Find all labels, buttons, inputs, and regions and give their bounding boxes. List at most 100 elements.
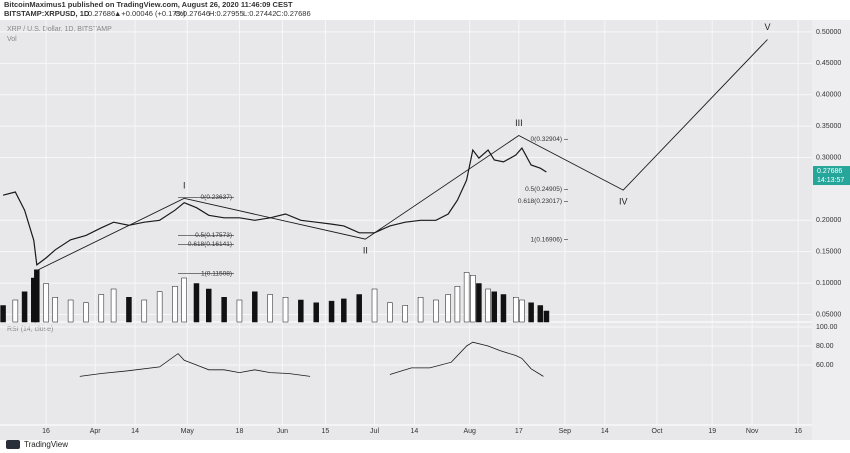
x-tick-label: Sep — [559, 428, 572, 435]
fib-label: 0.5(0.24905) — [525, 186, 562, 193]
fib-label: 1(0.16906) — [531, 236, 562, 243]
price-tag-countdown: 14:13:57 — [817, 177, 844, 184]
wave-label: III — [515, 118, 523, 128]
volume-bar — [491, 291, 498, 323]
fib-label: 0(0.32904) — [531, 136, 562, 143]
ohlc: C:0.27686 — [276, 9, 311, 18]
y-tick-label: 0.15000 — [816, 249, 841, 256]
x-tick-label: 16 — [42, 428, 50, 435]
rsi-line — [79, 341, 544, 377]
x-tick-label: 14 — [601, 428, 609, 435]
volume-bar — [463, 272, 470, 323]
volume-bar — [313, 302, 319, 323]
volume-bar — [282, 297, 289, 323]
wave-label: IV — [619, 197, 628, 207]
fib-label: 0.618(0.23017) — [518, 198, 562, 205]
x-tick-label: Jul — [370, 428, 379, 435]
x-tick-label: Jun — [277, 428, 288, 435]
volume-bar — [34, 269, 40, 323]
wave-label: I — [183, 181, 186, 191]
volume-bar — [519, 299, 525, 323]
volume-bar — [221, 297, 227, 323]
y-tick-label: 0.35000 — [816, 123, 841, 130]
fib-label: 1(0.11508) — [201, 270, 232, 277]
wave-label: V — [764, 22, 770, 32]
volume-bar — [298, 299, 304, 323]
volume-bar — [402, 305, 408, 323]
y-tick-label: 0.10000 — [816, 280, 841, 287]
ohlc: L:0.27442 — [243, 9, 276, 18]
y-tick-label: 0.40000 — [816, 92, 841, 99]
volume-bar — [172, 286, 178, 323]
rsi-tick-label: 60.00 — [816, 362, 834, 369]
wave-label: II — [363, 245, 368, 255]
volume-bar — [267, 294, 273, 323]
volume-bar — [67, 299, 74, 323]
volume-bar — [543, 310, 550, 323]
logo — [6, 440, 20, 449]
change: ▲+0.00046 (+0.17%) — [114, 9, 186, 18]
x-tick-label: Apr — [90, 428, 102, 435]
fib-label: 0(0.23637) — [201, 194, 232, 201]
volume-bar — [206, 288, 212, 323]
x-tick-label: 17 — [515, 428, 523, 435]
rsi-tick-label: 100.00 — [816, 324, 838, 331]
x-tick-label: 18 — [236, 428, 244, 435]
price-line — [2, 147, 547, 267]
volume-bar — [500, 294, 507, 323]
volume-bar — [445, 294, 451, 323]
ohlc: H:0.27955 — [209, 9, 244, 18]
volume-bar — [156, 291, 163, 323]
volume-bar — [193, 283, 200, 323]
volume-bar — [0, 305, 6, 323]
volume-bar — [110, 288, 117, 323]
volume-bar — [387, 302, 393, 323]
volume-bar — [43, 283, 49, 323]
x-tick-label: Nov — [746, 428, 759, 435]
volume-bar — [328, 300, 335, 323]
volume-bar — [433, 299, 439, 323]
y-tick-label: 0.50000 — [816, 29, 841, 36]
volume-bar — [485, 288, 491, 323]
volume-bar — [470, 275, 476, 323]
y-tick-label: 0.05000 — [816, 311, 841, 318]
rsi-title: RSI (14, close) — [7, 326, 53, 333]
rsi-tick-label: 80.00 — [816, 343, 834, 350]
price-tag-label: 0.27686 — [817, 168, 842, 175]
volume-bar — [181, 277, 187, 323]
wave-line — [36, 39, 768, 271]
y-tick-label: 0.45000 — [816, 60, 841, 67]
volume-bar — [252, 291, 258, 323]
ohlc: O:0.27646 — [175, 9, 210, 18]
last: 0.27686 — [88, 9, 115, 18]
volume-bar — [52, 297, 59, 323]
x-tick-label: 14 — [411, 428, 419, 435]
volume-bar — [417, 297, 424, 323]
volume-bar — [83, 302, 89, 323]
x-tick-label: Oct — [652, 428, 663, 435]
y-tick-label: 0.20000 — [816, 217, 841, 224]
volume-bar — [341, 298, 347, 323]
price-axis-bg — [812, 20, 850, 440]
fib-label: 0.5(0.17573) — [195, 232, 232, 239]
volume-bar — [98, 294, 105, 323]
volume-bar — [528, 302, 534, 323]
x-tick-label: 15 — [322, 428, 330, 435]
symbol: BITSTAMP:XRPUSD, 1D — [4, 9, 90, 18]
chart-bg — [0, 20, 850, 440]
volume-label: Vol — [7, 36, 17, 43]
volume-bar — [476, 283, 482, 323]
volume-bar — [513, 297, 519, 323]
volume-bar — [356, 294, 362, 323]
volume-bar — [371, 288, 378, 323]
y-tick-label: 0.30000 — [816, 154, 841, 161]
x-tick-label: May — [181, 428, 195, 435]
price-tag — [813, 166, 850, 186]
x-tick-label: 14 — [131, 428, 139, 435]
x-tick-label: Aug — [463, 428, 476, 435]
volume-bar — [12, 299, 19, 323]
x-tick-label: 19 — [708, 428, 716, 435]
publisher: BitcoinMaximus1 published on TradingView… — [4, 0, 293, 9]
volume-bar — [537, 305, 544, 323]
